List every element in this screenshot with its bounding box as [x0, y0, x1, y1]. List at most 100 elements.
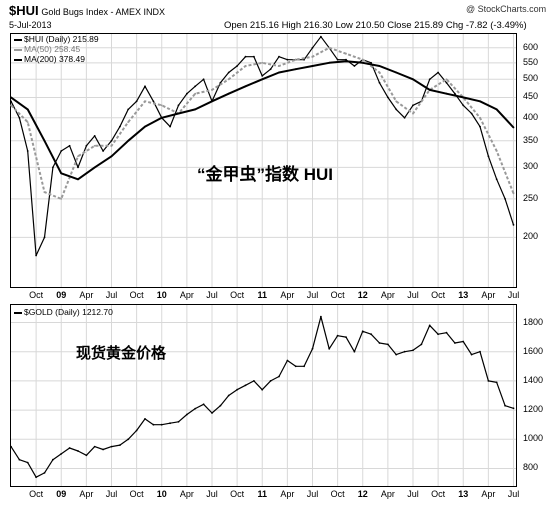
data-point [135, 100, 138, 103]
data-point [370, 61, 372, 64]
data-point [144, 418, 146, 420]
y-tick-label: 500 [523, 73, 539, 84]
data-point [144, 125, 146, 128]
data-point [52, 166, 54, 169]
x-tick-label: Apr [179, 290, 194, 300]
data-point [10, 104, 12, 107]
x-tick-label: Apr [481, 290, 496, 300]
x-tick-label: Apr [179, 489, 194, 499]
x-tick-label: Jul [206, 290, 218, 300]
data-point [144, 85, 146, 88]
x-tick-label: Apr [481, 489, 496, 499]
data-point [445, 81, 448, 84]
data-point [127, 438, 130, 441]
y-tick-label: 400 [523, 111, 539, 122]
data-point [194, 407, 197, 410]
x-tick-label: Apr [79, 489, 94, 499]
data-point [412, 112, 414, 115]
data-point [18, 458, 21, 461]
x-tick-label: Jul [306, 290, 319, 300]
x-tick-label: Oct [129, 489, 144, 499]
x-tick-label: 11 [257, 489, 267, 499]
bottom-legend: $GOLD (Daily) 1212.70 [14, 307, 113, 317]
data-point [303, 365, 305, 368]
x-tick-label: 09 [56, 290, 67, 300]
data-point [328, 347, 331, 350]
quote-date: 5-Jul-2013 [9, 20, 52, 30]
data-point [512, 407, 515, 410]
watermark[interactable]: @ StockCharts.com [466, 4, 547, 14]
data-point [353, 65, 356, 67]
data-point [194, 85, 197, 88]
data-point [194, 108, 197, 111]
data-point [345, 336, 347, 338]
data-point [328, 61, 331, 64]
data-point [512, 192, 515, 195]
legend-hui: $HUI (Daily) 215.89 [24, 34, 99, 44]
data-point [479, 125, 481, 128]
bottom-chart-pane [10, 304, 517, 487]
data-point [294, 68, 297, 71]
data-point [387, 343, 389, 346]
x-tick-label: Apr [79, 290, 94, 300]
x-tick-label: Oct [29, 290, 44, 300]
data-point [487, 155, 490, 158]
data-point [395, 108, 398, 111]
data-point [261, 388, 264, 391]
data-point [462, 104, 465, 107]
data-point [227, 71, 230, 74]
data-point [127, 108, 130, 111]
data-point [387, 96, 389, 99]
data-point [211, 412, 213, 414]
data-point [35, 254, 37, 257]
legend-swatch-ma200 [14, 58, 22, 61]
data-point [378, 65, 381, 67]
data-point [110, 445, 113, 448]
y-tick-label: 1400 [523, 374, 544, 385]
data-point [186, 92, 188, 95]
data-point [504, 404, 506, 407]
x-tick-label: 10 [156, 290, 167, 300]
data-point [127, 139, 130, 142]
hui-annotation: “金甲虫”指数 HUI [197, 165, 333, 184]
data-point [361, 61, 364, 64]
data-point [102, 150, 104, 152]
data-point [85, 454, 88, 457]
y-tick-label: 1200 [523, 404, 544, 415]
data-point [43, 236, 46, 239]
data-point [428, 78, 431, 81]
data-point [177, 420, 180, 423]
data-point [269, 380, 272, 382]
data-point [60, 172, 63, 175]
x-tick-label: 13 [458, 489, 469, 499]
data-point [420, 343, 423, 346]
data-point [462, 96, 465, 99]
x-tick-label: Apr [280, 489, 295, 499]
data-point [278, 71, 280, 74]
x-tick-label: Jul [105, 290, 118, 300]
data-point [504, 198, 506, 200]
data-point [395, 353, 398, 356]
data-point [110, 139, 113, 142]
data-point [412, 104, 414, 107]
y-tick-label: 1000 [523, 433, 544, 444]
data-point [445, 92, 448, 95]
data-point [77, 450, 79, 452]
data-point [227, 394, 230, 397]
data-point [286, 58, 289, 61]
data-point [512, 224, 515, 226]
data-point [26, 150, 29, 152]
data-point [462, 340, 465, 343]
data-point [345, 52, 347, 55]
data-point [495, 178, 498, 181]
data-point [479, 350, 481, 353]
data-point [244, 384, 247, 387]
data-point [68, 447, 71, 449]
x-tick-label: 11 [257, 290, 267, 300]
data-point [144, 100, 146, 103]
y-tick-label: 550 [523, 56, 539, 67]
data-point [26, 121, 29, 123]
data-point [77, 155, 79, 158]
x-tick-label: 12 [357, 489, 368, 499]
